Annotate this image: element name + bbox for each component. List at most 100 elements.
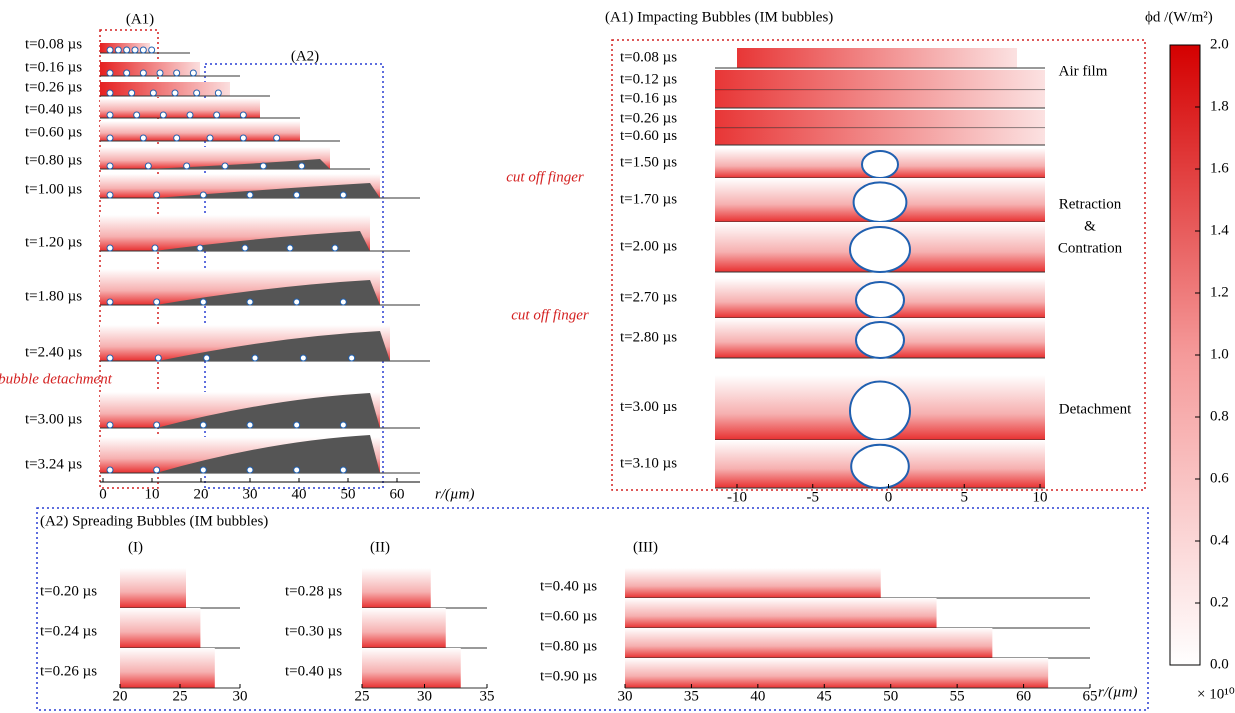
- bubble: [174, 135, 180, 141]
- bubble: [140, 135, 146, 141]
- bubble: [299, 163, 305, 169]
- time-label: t=3.00 µs: [620, 399, 677, 415]
- bubble: [340, 299, 346, 305]
- bubble: [204, 355, 210, 361]
- field-strip: [625, 628, 992, 658]
- field-strip: [715, 90, 1045, 108]
- bubble: [140, 47, 146, 53]
- bubble: [200, 467, 206, 473]
- bubble: [194, 90, 200, 96]
- bubble: [340, 422, 346, 428]
- bubble: [172, 90, 178, 96]
- bubble: [294, 299, 300, 305]
- bubble: [222, 163, 228, 169]
- field-strip: [715, 70, 1045, 90]
- bubble: [349, 355, 355, 361]
- stage-label: Detachment: [1059, 401, 1132, 417]
- tick-label: 10: [1033, 489, 1048, 505]
- tick-label: 35: [480, 688, 495, 704]
- field-strip: [737, 48, 1017, 68]
- panel-title: (A1) Impacting Bubbles (IM bubbles): [605, 9, 833, 25]
- time-label: t=1.80 µs: [25, 288, 82, 304]
- time-label: t=2.70 µs: [620, 289, 677, 305]
- field-strip: [120, 608, 200, 648]
- bubble: [107, 355, 113, 361]
- time-label: t=2.40 µs: [25, 344, 82, 360]
- bubble: [107, 245, 113, 251]
- stage-label: &: [1084, 218, 1096, 234]
- field-strip: [625, 598, 937, 628]
- bubble: [174, 70, 180, 76]
- bubble: [247, 422, 253, 428]
- bubble: [851, 445, 909, 488]
- bubble: [200, 422, 206, 428]
- bubble: [154, 299, 160, 305]
- field-strip: [715, 110, 1045, 128]
- bubble: [184, 163, 190, 169]
- bubble: [332, 245, 338, 251]
- time-label: t=0.12 µs: [620, 71, 677, 87]
- time-label: t=0.60 µs: [540, 608, 597, 624]
- tick-label: 1.4: [1210, 222, 1229, 238]
- tick-label: 0.8: [1210, 408, 1229, 424]
- time-label: t=0.60 µs: [620, 128, 677, 144]
- bubble: [107, 90, 113, 96]
- field-strip: [715, 128, 1045, 145]
- time-label: t=0.80 µs: [25, 152, 82, 168]
- field-strip: [625, 658, 1048, 688]
- bubble: [115, 47, 121, 53]
- axis-label: r/(µm): [1098, 684, 1137, 700]
- bubble: [107, 422, 113, 428]
- bubble: [240, 112, 246, 118]
- time-label: t=0.90 µs: [540, 668, 597, 684]
- subpanel-label: (I): [128, 539, 143, 555]
- bubble: [856, 282, 904, 318]
- time-label: t=0.08 µs: [620, 49, 677, 65]
- time-label: t=0.40 µs: [285, 663, 342, 679]
- time-label: t=0.60 µs: [25, 124, 82, 140]
- field-strip: [362, 608, 446, 648]
- time-label: t=0.08 µs: [25, 36, 82, 52]
- time-label: t=0.26 µs: [620, 110, 677, 126]
- tick-label: 2.0: [1210, 36, 1229, 52]
- tick-label: 35: [684, 688, 699, 704]
- tick-label: 0.0: [1210, 656, 1229, 672]
- tick-label: 40: [750, 688, 765, 704]
- tick-label: 50: [883, 688, 898, 704]
- bubble: [157, 70, 163, 76]
- tick-label: 5: [961, 489, 969, 505]
- bubble: [856, 322, 904, 358]
- bubble: [294, 192, 300, 198]
- time-label: t=0.26 µs: [40, 663, 97, 679]
- bubble: [850, 382, 910, 441]
- time-label: t=0.26 µs: [25, 79, 82, 95]
- time-label: t=1.20 µs: [25, 234, 82, 250]
- tick-label: 30: [233, 688, 248, 704]
- bubble: [260, 163, 266, 169]
- bubble: [252, 355, 258, 361]
- time-label: t=2.00 µs: [620, 238, 677, 254]
- bubble: [134, 112, 140, 118]
- bubble: [287, 245, 293, 251]
- bubble: [152, 245, 158, 251]
- panel-label: (A2): [291, 48, 319, 64]
- bubble: [854, 182, 907, 222]
- tick-label: 30: [618, 688, 633, 704]
- field-strip: [625, 568, 881, 598]
- tick-label: 60: [390, 486, 405, 502]
- bubble: [214, 112, 220, 118]
- bubble: [107, 163, 113, 169]
- bubble: [129, 90, 135, 96]
- tick-label: -5: [807, 489, 820, 505]
- time-label: t=3.24 µs: [25, 456, 82, 472]
- tick-label: 60: [1016, 688, 1031, 704]
- annotation: cut off finger: [511, 307, 589, 323]
- bubble: [247, 299, 253, 305]
- tick-label: 20: [113, 688, 128, 704]
- bubble: [124, 47, 130, 53]
- time-label: t=0.16 µs: [620, 90, 677, 106]
- time-label: t=0.24 µs: [40, 623, 97, 639]
- tick-label: 25: [173, 688, 188, 704]
- stage-label: Air film: [1059, 63, 1108, 79]
- bubble: [107, 299, 113, 305]
